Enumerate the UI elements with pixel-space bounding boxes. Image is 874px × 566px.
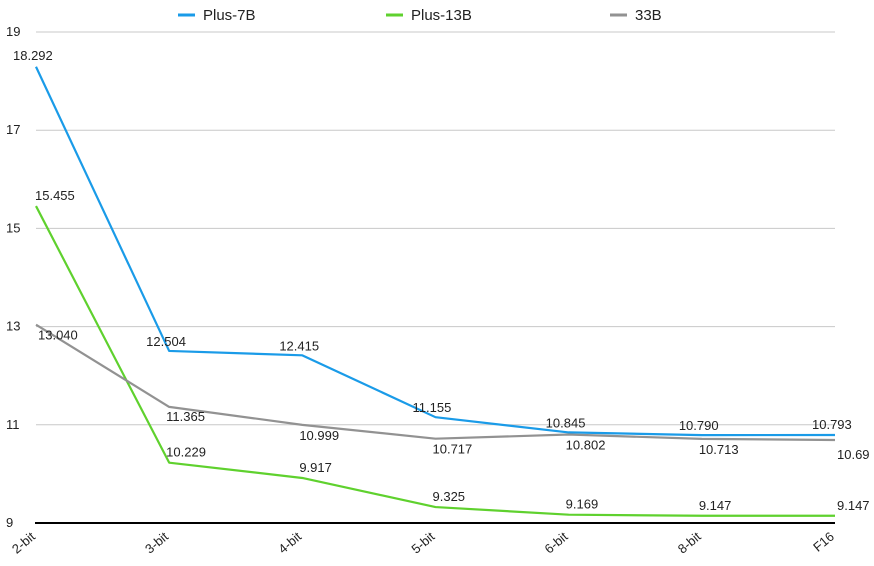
series-line-33b	[35, 323, 836, 442]
data-label: 18.292	[13, 48, 53, 63]
legend-label: Plus-7B	[203, 7, 256, 24]
x-tick-label: 8-bit	[675, 529, 704, 557]
legend-label: 33B	[635, 7, 662, 24]
data-label: 10.713	[699, 442, 739, 457]
series-lines	[35, 66, 836, 517]
x-tick-label: F16	[810, 529, 837, 555]
data-label: 9.169	[566, 497, 599, 512]
data-label: 10.717	[433, 442, 473, 457]
data-label: 13.040	[38, 328, 78, 343]
x-tick-label: 2-bit	[9, 529, 38, 557]
legend-label: Plus-13B	[411, 7, 472, 24]
y-tick-label: 17	[6, 122, 20, 137]
data-label: 9.917	[299, 460, 332, 475]
x-tick-label: 4-bit	[275, 529, 304, 557]
y-tick-label: 9	[6, 515, 13, 530]
y-tick-label: 15	[6, 220, 20, 235]
data-label: 10.229	[166, 445, 206, 460]
series-line-plus-13b	[35, 205, 835, 517]
data-label: 9.325	[433, 489, 466, 504]
data-label: 11.365	[166, 409, 205, 424]
series-line-plus-7b	[35, 66, 836, 437]
gridlines	[35, 31, 835, 524]
y-tick-label: 13	[6, 319, 20, 334]
data-label: 10.793	[812, 417, 852, 432]
x-axis-ticks: 2-bit 3-bit 4-bit 5-bit 6-bit 8-bit F16	[9, 529, 837, 557]
data-label: 10.802	[566, 438, 606, 453]
y-tick-label: 11	[6, 417, 20, 432]
x-tick-label: 5-bit	[408, 529, 437, 557]
data-label: 15.455	[35, 188, 75, 203]
x-tick-label: 6-bit	[542, 529, 571, 557]
data-label: 10.69	[837, 447, 870, 462]
data-label: 12.504	[146, 334, 186, 349]
y-tick-label: 19	[6, 24, 20, 39]
data-label: 9.147	[699, 498, 732, 513]
data-label: 11.155	[413, 400, 452, 415]
data-label: 10.790	[679, 418, 719, 433]
legend: Plus-7B Plus-13B 33B	[178, 7, 662, 24]
x-tick-label: 3-bit	[142, 529, 171, 557]
data-label: 10.999	[299, 428, 339, 443]
data-label: 9.147	[837, 498, 870, 513]
data-label: 12.415	[279, 338, 319, 353]
y-axis-ticks: 9 11 13 15 17 19	[6, 24, 20, 530]
data-labels: 18.292 12.504 12.415 11.155 10.845 10.790 10.7…	[13, 48, 870, 513]
data-label: 10.845	[546, 415, 586, 430]
